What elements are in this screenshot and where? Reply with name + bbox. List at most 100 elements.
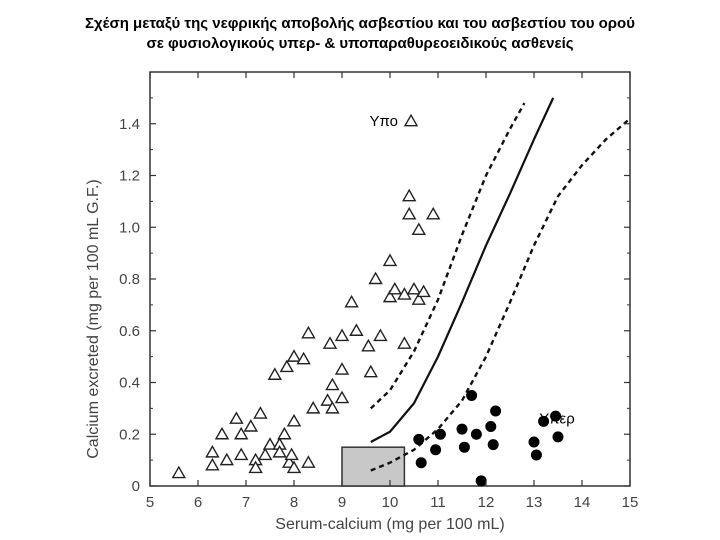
hypo-point [373, 328, 388, 342]
curve-lower-dashed [370, 117, 631, 472]
curve-center-solid [370, 97, 555, 443]
hypo-point [272, 444, 287, 458]
hypo-point [406, 281, 422, 295]
hypo-point [233, 426, 249, 440]
hyper-point [415, 457, 427, 469]
hypo-point [401, 188, 417, 202]
hyper-point [538, 415, 550, 427]
y-tick-label: 0.8 [119, 271, 140, 288]
hypo-point [301, 455, 316, 468]
x-tick-label: 12 [478, 494, 495, 511]
hyper-point [413, 433, 425, 445]
x-tick-label: 10 [382, 494, 399, 511]
hypo-point [325, 400, 340, 414]
hypo-point [322, 336, 338, 349]
hypo-point [382, 289, 398, 303]
curve-layer [369, 97, 631, 472]
x-tick-label: 7 [242, 494, 250, 511]
hypo-point [361, 338, 376, 352]
hypo-point [349, 323, 364, 336]
hypo-point [363, 364, 379, 378]
x-tick-label: 11 [430, 494, 446, 511]
hypo-point [205, 457, 220, 471]
hypo-point [279, 359, 295, 373]
hyper-point [475, 475, 487, 487]
curve-upper-dashed [369, 102, 526, 410]
hyper-point [466, 389, 478, 401]
hypo-point [267, 367, 283, 380]
hyper-point [485, 420, 497, 432]
x-tick-label: 13 [526, 494, 543, 511]
hypo-point [411, 222, 427, 236]
hypo-point [233, 447, 249, 461]
hypo-point [320, 393, 335, 406]
hypo-point [262, 437, 278, 450]
hyper-point [528, 436, 540, 448]
hyper-point [550, 410, 562, 422]
hypo-point [296, 351, 311, 365]
hyper-point [456, 423, 468, 435]
hyper-point [458, 441, 470, 453]
y-tick-label: 0 [132, 478, 140, 495]
hyper-point [470, 428, 482, 440]
hypo-point [344, 294, 359, 308]
hypo-point [284, 447, 299, 461]
y-tick-label: 0.2 [119, 426, 140, 443]
hyper-point [530, 449, 542, 461]
x-tick-label: 15 [622, 494, 639, 511]
x-tick-label: 8 [290, 494, 298, 511]
hypo-point [334, 362, 350, 375]
hypo-point [286, 349, 302, 362]
hypo-point [243, 419, 259, 432]
y-tick-label: 1.0 [119, 219, 140, 236]
hyper-point [490, 405, 502, 417]
hypo-point [401, 206, 417, 220]
title-line-2: σε φυσιολογικούς υπερ- & υποπαραθυρεοειδ… [146, 35, 574, 52]
hypo-point [305, 400, 321, 414]
hypo-point [397, 336, 412, 349]
hypo-point [205, 444, 220, 458]
hypo-point [411, 292, 427, 305]
y-axis-label: Calcium excreted (mg per 100 mL G.F.) [85, 179, 102, 459]
y-tick-label: 1.2 [119, 168, 140, 185]
hypo-point [334, 390, 350, 404]
chart-title: Σχέση μεταξύ της νεφρικής αποβολής ασβεσ… [0, 14, 720, 54]
x-tick-label: 9 [338, 494, 346, 511]
hypo-point [229, 411, 244, 424]
hyper-point [487, 439, 499, 451]
x-axis-label: Serum-calcium (mg per 100 mL) [275, 516, 504, 533]
y-tick-label: 0.4 [119, 375, 140, 392]
hypo-point [257, 447, 273, 461]
y-tick-label: 1.4 [119, 116, 140, 133]
normal-range-box-layer [341, 446, 406, 487]
hypo-point [277, 426, 292, 440]
x-tick-label: 5 [146, 494, 154, 511]
title-line-1: Σχέση μεταξύ της νεφρικής αποβολής ασβεσ… [85, 15, 635, 32]
hypo-point [253, 406, 268, 419]
hypo-point [416, 284, 431, 298]
hypo-point [325, 377, 340, 391]
point-layer [171, 188, 564, 487]
hyper-point [552, 431, 564, 443]
hypo-point [334, 328, 350, 342]
x-tick-label: 14 [574, 494, 591, 511]
x-tick-label: 6 [194, 494, 202, 511]
annotation-label: Υπερ [539, 411, 575, 428]
hypo-point [368, 271, 383, 285]
hypo-point [214, 426, 230, 440]
hypo-point [425, 206, 441, 220]
annotation-layer: Υπο Υπερ [370, 113, 575, 428]
hypo-point [286, 460, 302, 474]
tick-layer: 5 6 7 8 9 10 11 12 13 14 15 0 0.2 0.4 0.6 0.8 1.0 1.2 1.4 [119, 72, 638, 511]
annotation-label: Υπο [370, 113, 398, 130]
hyper-point [430, 444, 442, 456]
annotation-triangle-icon [403, 113, 419, 127]
hypo-point [382, 253, 398, 267]
hyper-point [434, 428, 446, 440]
hypo-point [219, 452, 235, 466]
hypo-point [171, 465, 187, 479]
hypo-point [387, 281, 403, 295]
y-tick-label: 0.6 [119, 323, 140, 340]
hypo-point [301, 325, 316, 339]
